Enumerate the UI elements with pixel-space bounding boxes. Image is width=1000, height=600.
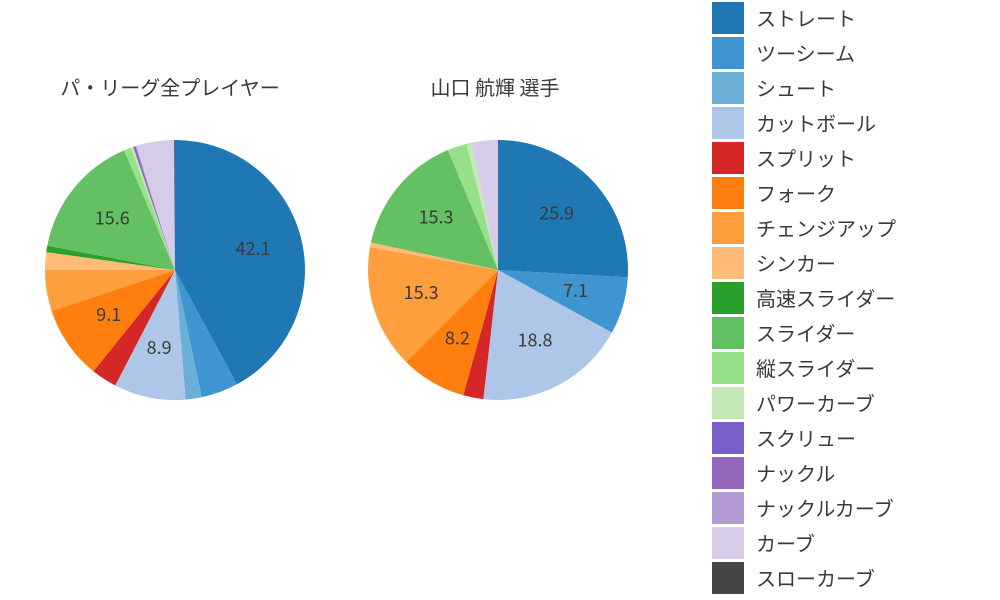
legend-label-v_slider: 縦スライダー	[756, 353, 875, 382]
chart-title-left: パ・リーグ全プレイヤー	[20, 72, 320, 101]
legend-swatch-knuckle	[712, 457, 744, 489]
legend-label-sinker: シンカー	[756, 248, 836, 277]
slice-label-slider: 15.6	[95, 204, 130, 230]
legend-label-straight: ストレート	[756, 3, 856, 32]
legend-swatch-cutball	[712, 107, 744, 139]
slice-label-cutball: 8.9	[147, 334, 172, 360]
legend-item-fast_slider: 高速スライダー	[712, 280, 992, 315]
slice-label-fork: 9.1	[96, 301, 121, 327]
legend-label-cutball: カットボール	[756, 108, 876, 137]
legend-label-power_curve: パワーカーブ	[756, 388, 875, 417]
legend-item-slider: スライダー	[712, 315, 992, 350]
legend-swatch-power_curve	[712, 387, 744, 419]
legend-label-shoot: シュート	[756, 73, 836, 102]
legend-label-slider: スライダー	[756, 318, 855, 347]
legend-item-knuckle_curve: ナックルカーブ	[712, 490, 992, 525]
legend-swatch-v_slider	[712, 352, 744, 384]
legend-swatch-fast_slider	[712, 282, 744, 314]
legend-swatch-screw	[712, 422, 744, 454]
legend-item-split: スプリット	[712, 140, 992, 175]
legend-label-changeup: チェンジアップ	[756, 213, 896, 242]
slice-label-straight: 25.9	[539, 200, 574, 226]
pie-left-svg: 42.1 8.9 9.1 15.6	[45, 140, 305, 400]
legend-swatch-two_seam	[712, 37, 744, 69]
legend-swatch-knuckle_curve	[712, 492, 744, 524]
legend-item-slow_curve: スローカーブ	[712, 560, 992, 595]
slice-label-fork: 8.2	[445, 325, 470, 351]
legend-swatch-curve	[712, 527, 744, 559]
legend-label-knuckle: ナックル	[756, 458, 835, 487]
slice-label-cutball: 18.8	[518, 326, 553, 352]
slice-label-straight: 42.1	[236, 235, 271, 261]
legend-label-fast_slider: 高速スライダー	[756, 283, 895, 312]
legend-label-curve: カーブ	[756, 528, 815, 557]
legend-item-v_slider: 縦スライダー	[712, 350, 992, 385]
legend-swatch-shoot	[712, 72, 744, 104]
legend-item-sinker: シンカー	[712, 245, 992, 280]
legend-item-changeup: チェンジアップ	[712, 210, 992, 245]
slice-label-two_seam: 7.1	[563, 277, 588, 303]
legend-label-slow_curve: スローカーブ	[756, 563, 875, 592]
legend-item-fork: フォーク	[712, 175, 992, 210]
legend-item-power_curve: パワーカーブ	[712, 385, 992, 420]
legend-swatch-sinker	[712, 247, 744, 279]
legend-label-fork: フォーク	[756, 178, 836, 207]
legend-label-split: スプリット	[756, 143, 856, 172]
legend: ストレートツーシームシュートカットボールスプリットフォークチェンジアップシンカー…	[712, 0, 992, 595]
legend-item-curve: カーブ	[712, 525, 992, 560]
legend-item-screw: スクリュー	[712, 420, 992, 455]
slice-label-slider: 15.3	[419, 203, 454, 229]
chart-title-right: 山口 航輝 選手	[345, 72, 645, 101]
legend-label-screw: スクリュー	[756, 423, 856, 452]
pie-right-svg: 25.97.118.88.215.315.3	[368, 140, 628, 400]
legend-label-knuckle_curve: ナックルカーブ	[756, 493, 894, 522]
pie-left: 42.1 8.9 9.1 15.6	[45, 140, 305, 400]
legend-item-cutball: カットボール	[712, 105, 992, 140]
stage: パ・リーグ全プレイヤー 42.1 8.9 9.1 15.6 山口 航輝 選手 25.9…	[0, 0, 1000, 600]
legend-swatch-straight	[712, 2, 744, 34]
legend-swatch-changeup	[712, 212, 744, 244]
pie-right: 25.97.118.88.215.315.3	[368, 140, 628, 400]
legend-item-straight: ストレート	[712, 0, 992, 35]
slice-label-changeup: 15.3	[404, 279, 439, 305]
legend-item-shoot: シュート	[712, 70, 992, 105]
legend-swatch-fork	[712, 177, 744, 209]
legend-item-knuckle: ナックル	[712, 455, 992, 490]
legend-swatch-slider	[712, 317, 744, 349]
legend-swatch-slow_curve	[712, 562, 744, 594]
legend-swatch-split	[712, 142, 744, 174]
legend-item-two_seam: ツーシーム	[712, 35, 992, 70]
legend-label-two_seam: ツーシーム	[756, 38, 855, 67]
